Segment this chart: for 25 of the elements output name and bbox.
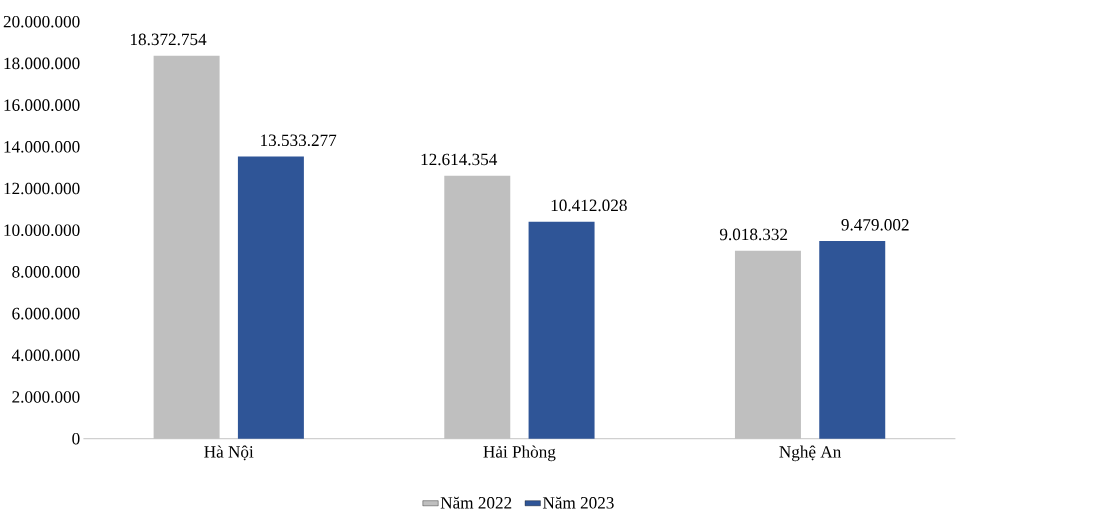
y-tick-label: 18.000.000 bbox=[4, 57, 80, 70]
x-tick-label: Hải Phòng bbox=[483, 445, 556, 461]
data-label: 18.372.754 bbox=[130, 33, 207, 45]
y-tick-label: 16.000.000 bbox=[4, 99, 80, 111]
bar bbox=[237, 156, 304, 439]
x-tick-label: Hà Nội bbox=[204, 445, 254, 461]
y-tick-label: 0 bbox=[72, 432, 80, 445]
y-tick-label: 4.000.000 bbox=[11, 349, 80, 361]
y-tick-label: 10.000.000 bbox=[4, 224, 80, 236]
legend-label: Năm 2023 bbox=[542, 496, 614, 509]
data-label: 10.412.028 bbox=[551, 199, 627, 211]
data-label: 9.018.332 bbox=[719, 228, 788, 241]
data-label: 12.614.354 bbox=[421, 153, 498, 166]
y-tick-label: 6.000.000 bbox=[12, 307, 80, 320]
bar bbox=[528, 221, 595, 439]
data-label: 13.533.277 bbox=[261, 134, 337, 146]
y-tick-label: 8.000.000 bbox=[12, 265, 80, 278]
y-tick-label: 14.000.000 bbox=[4, 140, 80, 153]
x-tick-label: Nghệ An bbox=[779, 445, 842, 461]
legend-label: Năm 2022 bbox=[440, 496, 512, 509]
y-tick-label: 2.000.000 bbox=[12, 390, 80, 403]
y-tick-label: 12.000.000 bbox=[4, 182, 80, 195]
data-label: 9.479.002 bbox=[841, 218, 909, 231]
y-tick-label: 20.000.000 bbox=[3, 15, 80, 28]
bar bbox=[819, 240, 886, 439]
